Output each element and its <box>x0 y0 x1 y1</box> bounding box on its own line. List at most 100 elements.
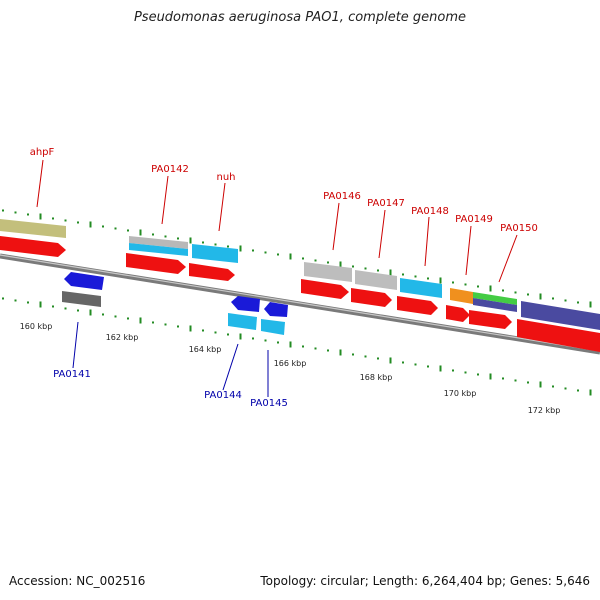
PA0146-arrow <box>301 279 349 299</box>
upper-dot <box>389 269 392 276</box>
upper-dot <box>402 273 404 276</box>
lower-dot <box>177 325 179 328</box>
lower-dot <box>277 341 279 344</box>
gene-label-nuh: nuh <box>216 172 235 183</box>
upper-dot <box>514 291 517 294</box>
upper-dot <box>552 297 554 300</box>
lower-dot <box>264 339 267 342</box>
lower-dot <box>577 389 579 392</box>
gene-label-PA0148: PA0148 <box>411 206 449 217</box>
upper-dot <box>364 267 367 270</box>
PA0142-leader <box>161 175 169 225</box>
lower-dot <box>164 323 167 326</box>
lower-dot <box>502 377 504 380</box>
PA0149-band <box>450 288 473 304</box>
lower-dot <box>464 371 467 374</box>
lower-dot <box>214 331 217 334</box>
gene-label-PA0144: PA0144 <box>204 390 242 401</box>
scale-labels: 160 kbp 162 kbp 164 kbp 166 kbp 168 kbp … <box>20 322 561 415</box>
PA0147-arrow <box>351 288 392 307</box>
upper-dot <box>264 251 267 254</box>
upper-dot <box>302 257 304 260</box>
upper-dot <box>439 277 442 284</box>
PA0147-leader <box>378 209 386 259</box>
lower-dot <box>489 373 492 380</box>
upper-dot <box>414 275 417 278</box>
gene-label-PA0150: PA0150 <box>500 223 538 234</box>
upper-dot <box>564 299 567 302</box>
PA0141-arrow <box>64 272 104 290</box>
lower-dot <box>527 381 529 384</box>
PA0146-band <box>304 262 352 282</box>
upper-dot <box>2 209 4 212</box>
green-dot-tracks <box>2 209 592 396</box>
lower-dot <box>89 309 92 316</box>
scale-label-162: 162 kbp <box>106 333 139 342</box>
scale-label-170: 170 kbp <box>444 389 477 398</box>
lower-dot <box>564 387 567 390</box>
nuh-band <box>192 244 238 263</box>
upper-dot <box>152 233 154 236</box>
upper-dot <box>327 261 329 264</box>
scale-label-164: 164 kbp <box>189 345 222 354</box>
lower-dot <box>52 305 54 308</box>
lower-dot <box>364 355 367 358</box>
feature-blocks <box>0 219 600 352</box>
lower-dot <box>439 365 442 372</box>
PA0141-band <box>62 291 101 307</box>
downstream-arrow <box>517 319 600 352</box>
lower-dot <box>514 379 517 382</box>
PA0150-band-purple <box>473 298 517 312</box>
lower-dot <box>127 317 129 320</box>
upper-dot <box>39 213 42 220</box>
lower-dot <box>202 329 204 332</box>
accession-text: Accession: NC_002516 <box>9 574 146 588</box>
lower-dot <box>77 309 79 312</box>
upper-dot <box>289 253 292 260</box>
PA0141-leader <box>72 321 79 369</box>
downstream-band-purple <box>521 301 600 330</box>
gene-label-PA0141: PA0141 <box>53 369 91 380</box>
PA0146-leader <box>332 202 340 251</box>
nuh-arrow <box>189 263 235 281</box>
upper-dot <box>277 253 279 256</box>
upper-dot <box>339 261 342 268</box>
lower-dot <box>114 315 117 318</box>
genome-summary-text: Topology: circular; Length: 6,264,404 bp… <box>260 574 590 588</box>
lower-dot <box>327 349 329 352</box>
PA0144-leader <box>222 343 239 391</box>
lower-dot <box>27 301 29 304</box>
upper-dot <box>14 211 17 214</box>
scale-label-160: 160 kbp <box>20 322 53 331</box>
gene-label-PA0146: PA0146 <box>323 191 361 202</box>
lower-dot <box>427 365 429 368</box>
lower-dot <box>239 333 242 340</box>
lower-dot <box>252 337 254 340</box>
upper-dot <box>239 245 242 252</box>
ahpF-arrow <box>0 236 66 257</box>
lower-dot <box>552 385 554 388</box>
upper-dot <box>464 283 467 286</box>
upper-dot <box>202 241 204 244</box>
PA0148-leader <box>424 216 430 267</box>
lower-dot <box>402 361 404 364</box>
PA0147-band <box>355 270 397 290</box>
PA0142-band-cyan <box>129 243 188 256</box>
lower-dot <box>314 347 317 350</box>
genome-title: Pseudomonas aeruginosa PAO1, complete ge… <box>133 10 467 25</box>
upper-dot <box>102 225 104 228</box>
upper-dot <box>52 217 54 220</box>
lower-dot <box>339 349 342 356</box>
upper-dot <box>477 285 479 288</box>
upper-dot <box>77 221 79 224</box>
upper-dot <box>127 229 129 232</box>
ahpF-cds-band <box>0 219 66 238</box>
PA0150-leader <box>498 234 518 283</box>
gene-label-PA0149: PA0149 <box>455 214 493 225</box>
upper-dot <box>252 249 254 252</box>
upper-dot <box>527 293 529 296</box>
PA0145-arrow <box>264 302 288 317</box>
lower-dot <box>377 357 379 360</box>
genome-backbone-highlight <box>0 254 600 352</box>
